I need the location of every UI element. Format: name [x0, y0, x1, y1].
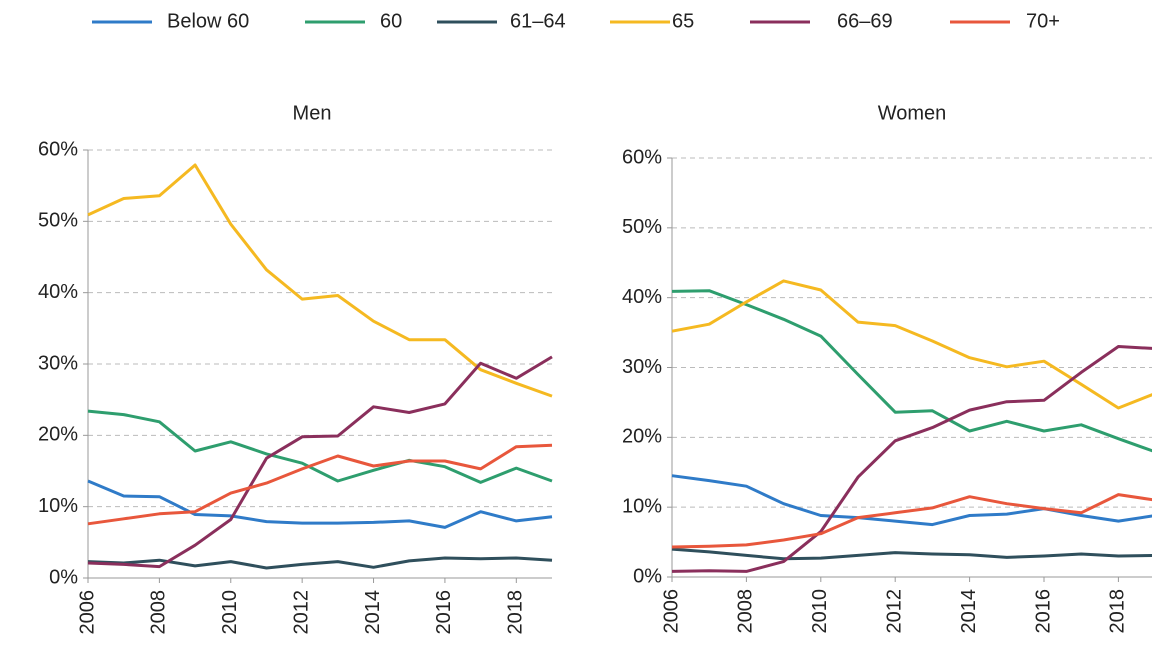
x-tick-label: 2008 — [148, 590, 170, 635]
series-line — [671, 547, 1152, 561]
y-tick-label: 0% — [49, 566, 78, 588]
series-line — [671, 289, 1152, 453]
series-line — [671, 279, 1152, 410]
y-tick-label: 20% — [38, 424, 78, 446]
x-tick-label: 2010 — [809, 589, 831, 634]
y-tick-label: 50% — [38, 210, 78, 232]
x-tick-label: 2018 — [505, 590, 527, 635]
chart-title: Men — [293, 102, 332, 124]
y-tick-label: 50% — [622, 216, 662, 238]
x-tick-label: 2014 — [362, 590, 384, 635]
series-line — [87, 443, 553, 526]
x-tick-label: 2008 — [735, 589, 757, 634]
legend-label: 70+ — [1026, 10, 1060, 32]
series-line — [671, 493, 1152, 549]
y-tick-label: 10% — [38, 495, 78, 517]
x-tick-label: 2012 — [290, 590, 312, 635]
series-line — [87, 556, 553, 570]
y-tick-label: 60% — [38, 138, 78, 160]
y-tick-label: 0% — [633, 565, 662, 587]
series-line — [671, 345, 1152, 573]
series-line — [87, 409, 553, 484]
y-tick-label: 60% — [622, 146, 662, 168]
y-tick-label: 40% — [622, 286, 662, 308]
x-tick-label: 2016 — [1032, 589, 1054, 634]
x-tick-label: 2014 — [958, 589, 980, 634]
y-tick-label: 30% — [622, 356, 662, 378]
legend-label: 60 — [380, 10, 402, 32]
x-tick-label: 2006 — [76, 590, 98, 635]
y-tick-label: 30% — [38, 352, 78, 374]
chart-title: Women — [878, 102, 947, 124]
legend-label: Below 60 — [167, 10, 249, 32]
series-line — [671, 474, 1152, 527]
y-tick-label: 10% — [622, 495, 662, 517]
series-line — [87, 479, 553, 529]
x-tick-label: 2010 — [219, 590, 241, 635]
x-tick-label: 2016 — [433, 590, 455, 635]
series-line — [87, 355, 553, 569]
legend-label: 65 — [672, 10, 694, 32]
y-tick-label: 40% — [38, 281, 78, 303]
x-tick-label: 2012 — [883, 589, 905, 634]
y-tick-label: 20% — [622, 426, 662, 448]
x-tick-label: 2018 — [1107, 589, 1129, 634]
legend-label: 61–64 — [510, 10, 566, 32]
series-line — [87, 163, 553, 398]
legend-label: 66–69 — [837, 10, 893, 32]
x-tick-label: 2006 — [660, 589, 682, 634]
